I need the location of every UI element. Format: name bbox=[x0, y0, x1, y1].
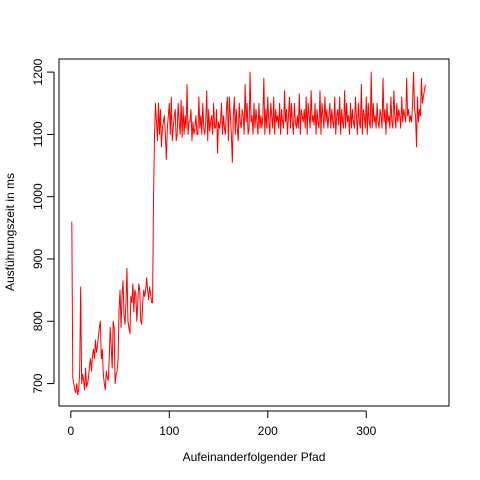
x-tick-label: 200 bbox=[258, 424, 278, 438]
y-tick-label: 800 bbox=[31, 311, 45, 331]
x-tick-label: 100 bbox=[159, 424, 179, 438]
x-tick-label: 0 bbox=[67, 424, 74, 438]
y-axis-title: Ausführungszeit in ms bbox=[3, 173, 17, 291]
y-tick-label: 1000 bbox=[31, 183, 45, 210]
plot-box bbox=[58, 58, 450, 407]
y-axis: 700 800 900 1000 1100 1200 bbox=[31, 58, 55, 394]
y-tick-label: 900 bbox=[31, 249, 45, 269]
series-line bbox=[71, 71, 426, 396]
y-tick-label: 1200 bbox=[31, 58, 45, 85]
x-axis: 0 100 200 300 bbox=[67, 410, 377, 438]
x-tick-label: 300 bbox=[356, 424, 376, 438]
x-axis-title: Aufeinanderfolgender Pfad bbox=[183, 450, 326, 464]
y-tick-label: 1100 bbox=[31, 121, 45, 147]
y-tick-label: 700 bbox=[31, 373, 45, 393]
